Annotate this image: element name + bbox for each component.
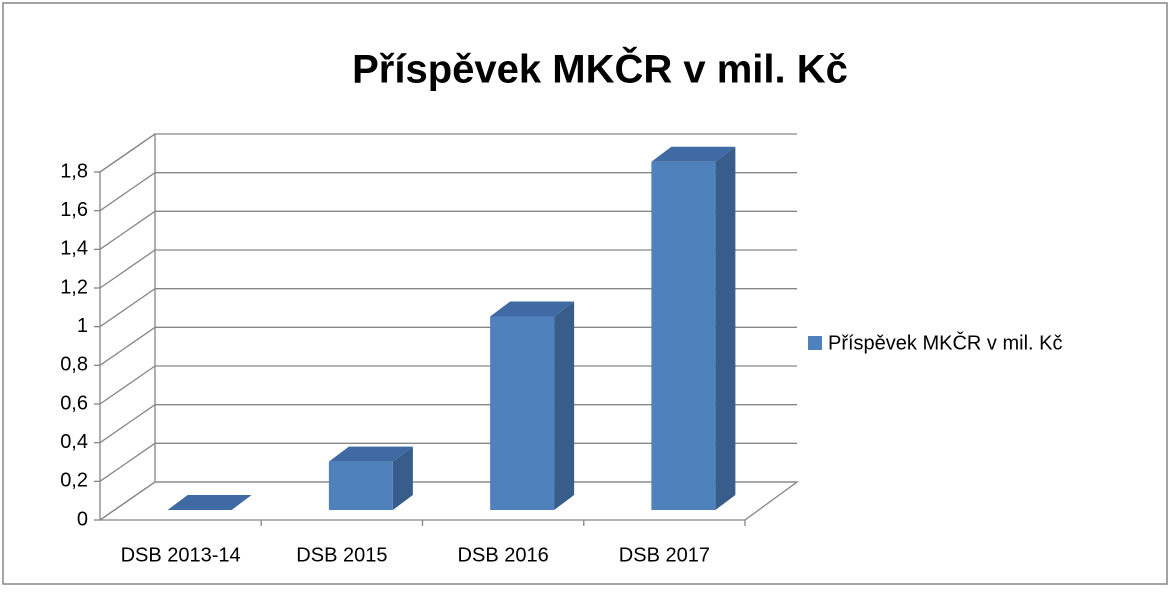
bar-front [490,316,555,510]
bar-top [651,146,736,162]
bar-front [651,161,716,510]
bar [651,146,736,510]
bar-side [715,146,736,510]
bar-front [328,461,393,510]
chart-title: Příspěvek MKČR v mil. Kč [352,46,848,92]
y-tick-label: 0 [77,508,88,530]
y-tick-label: 1,2 [60,276,88,298]
grid-line [99,172,156,212]
y-tick-label: 0,6 [60,392,88,414]
grid-line [99,365,156,405]
y-tick-label: 0,8 [60,354,88,376]
x-tick-label: DSB 2013-14 [121,544,241,566]
y-tick-label: 1,4 [60,238,88,260]
grid-line [99,481,156,521]
bar [328,446,413,510]
bar [490,301,575,510]
bar-top [490,301,575,317]
grid-line [99,133,156,173]
bar [167,495,252,510]
y-tick-label: 1 [77,315,88,337]
y-tick-label: 0,2 [60,470,88,492]
bar-top [328,446,413,462]
grid-line [99,326,156,366]
bar-side [392,446,413,510]
x-tick-label: DSB 2017 [619,544,710,566]
grid-line [99,249,156,289]
grid-line [99,210,156,250]
legend-label: Příspěvek MKČR v mil. Kč [828,331,1062,354]
grid-line [99,442,156,482]
bar-top [167,495,252,510]
grid-line [99,288,156,328]
bar-side [554,301,575,510]
y-tick-label: 0,4 [60,431,88,453]
legend-swatch [808,336,822,350]
x-tick-label: DSB 2016 [458,544,549,566]
x-tick-label: DSB 2015 [296,544,387,566]
grid-line [99,404,156,444]
y-tick-label: 1,6 [60,199,88,221]
y-tick-label: 1,8 [60,160,88,182]
